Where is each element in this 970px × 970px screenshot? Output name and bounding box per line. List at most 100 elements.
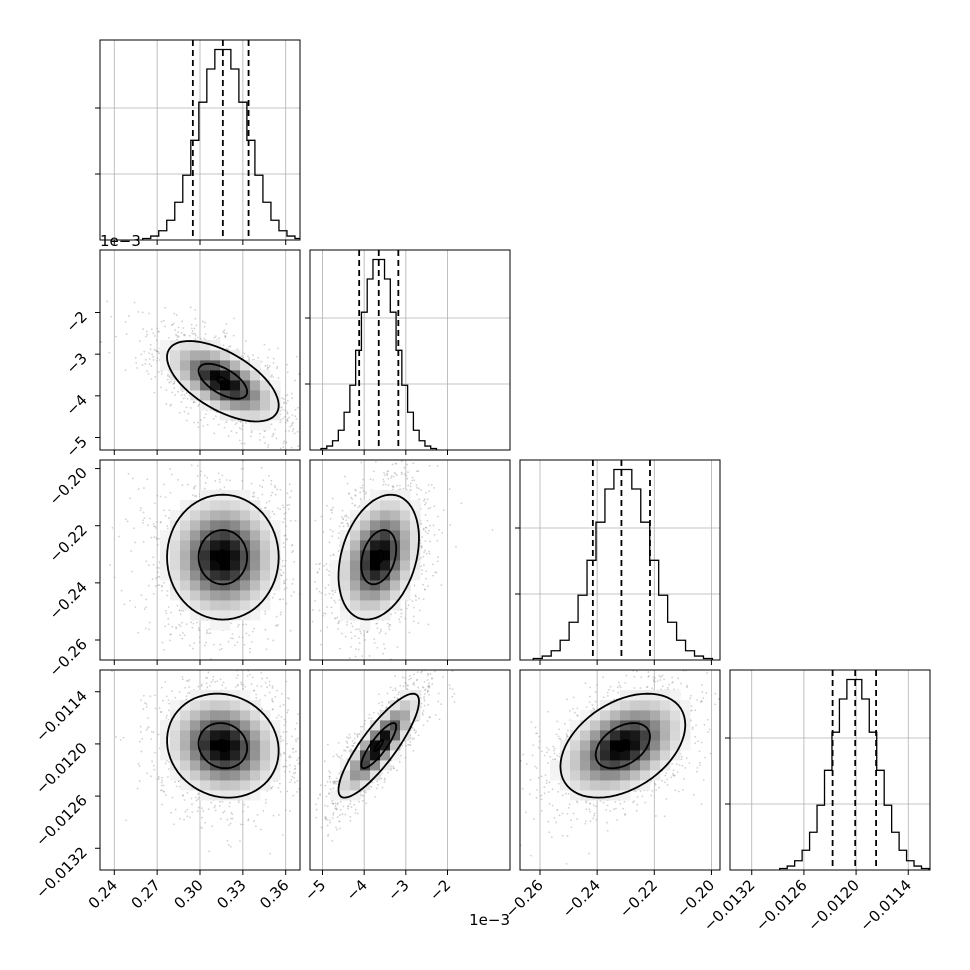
scatter-point [281, 408, 284, 411]
scatter-point [380, 630, 382, 633]
scatter-point [296, 430, 299, 433]
scatter-point [291, 582, 294, 585]
density-cell [260, 390, 271, 401]
scatter-point [279, 421, 282, 424]
scatter-point [177, 335, 180, 338]
scatter-point [334, 617, 336, 620]
density-cell [170, 370, 181, 381]
scatter-point [136, 367, 139, 369]
scatter-point [172, 382, 175, 385]
scatter-point [276, 488, 279, 491]
scatter-point [400, 615, 403, 618]
scatter-point [175, 627, 178, 630]
scatter-point [218, 337, 221, 340]
scatter-point [178, 623, 180, 626]
scatter-point [154, 525, 157, 528]
scatter-point [421, 536, 424, 538]
scatter-point [224, 334, 227, 337]
scatter-point [435, 571, 438, 574]
scatter-point [177, 780, 180, 783]
density-cell [340, 560, 351, 571]
scatter-point [294, 519, 297, 522]
density-cell [360, 510, 371, 521]
scatter-point [364, 492, 367, 495]
scatter-point [212, 417, 215, 420]
scatter-point [271, 491, 274, 494]
scatter-point [398, 484, 401, 487]
density-cell [400, 590, 411, 601]
scatter-point [424, 549, 427, 552]
scatter-point [271, 510, 274, 513]
scatter-point [208, 850, 211, 853]
scatter-point [258, 432, 261, 435]
scatter-point [149, 348, 152, 351]
scatter-point [192, 647, 194, 650]
scatter-point [137, 488, 140, 490]
scatter-point [337, 550, 340, 552]
scatter-point [330, 597, 333, 599]
y-tick-label-p2: −0.24 [46, 578, 91, 623]
scatter-point [285, 402, 288, 405]
scatter-point [225, 322, 228, 325]
density-cell [230, 400, 241, 411]
scatter-point [284, 534, 287, 537]
scatter-point [239, 420, 242, 423]
scatter-point [178, 412, 181, 414]
scatter-point [247, 818, 250, 821]
scatter-point [196, 621, 198, 624]
scatter-point [301, 413, 303, 415]
contour-level-1 [373, 549, 384, 565]
density-cell [370, 530, 381, 541]
density-cell [220, 610, 231, 621]
scatter-point [281, 504, 284, 507]
scatter-point [272, 639, 275, 642]
scatter-point [156, 327, 159, 330]
density-cell [260, 560, 271, 571]
density-cell [160, 550, 171, 561]
scatter-point [383, 472, 385, 474]
scatter-point [188, 334, 191, 337]
scatter-point [284, 512, 287, 514]
scatter-point [173, 387, 176, 389]
scatter-point [148, 363, 151, 366]
scatter-point [160, 386, 162, 389]
scatter-point [376, 627, 379, 630]
scatter-point [286, 696, 289, 699]
density-cell [270, 550, 281, 561]
y-tick-label-p1: −3 [62, 349, 90, 377]
scatter-point [413, 479, 416, 482]
scatter-point [273, 593, 276, 595]
scatter-point [193, 486, 196, 489]
density-cell [220, 520, 231, 531]
scatter-point [403, 473, 406, 476]
density-cell [210, 560, 221, 571]
scatter-point [441, 531, 444, 534]
scatter-point [153, 525, 155, 528]
scatter-point [354, 494, 357, 496]
scatter-point [280, 574, 283, 577]
scatter-point [338, 621, 340, 624]
scatter-point [438, 528, 441, 531]
scatter-point [139, 509, 142, 512]
scatter-point [287, 508, 290, 511]
scatter-point [328, 574, 331, 576]
scatter-point [213, 455, 215, 457]
scatter-point [323, 572, 325, 574]
density-cell [240, 570, 251, 581]
density-cell [410, 540, 421, 551]
scatter-point [124, 518, 127, 521]
scatter-point [354, 504, 357, 507]
scatter-point [143, 608, 146, 611]
density-cell [220, 360, 231, 371]
scatter-point [177, 648, 179, 650]
scatter-point [283, 440, 286, 443]
scatter-point [271, 596, 274, 599]
scatter-point [156, 566, 159, 569]
scatter-point [398, 618, 401, 621]
scatter-point [272, 362, 275, 364]
scatter-point [361, 655, 363, 658]
density-cell [190, 350, 201, 361]
scatter-point [264, 694, 267, 697]
scatter-point [316, 750, 318, 752]
scatter-point [237, 801, 240, 804]
